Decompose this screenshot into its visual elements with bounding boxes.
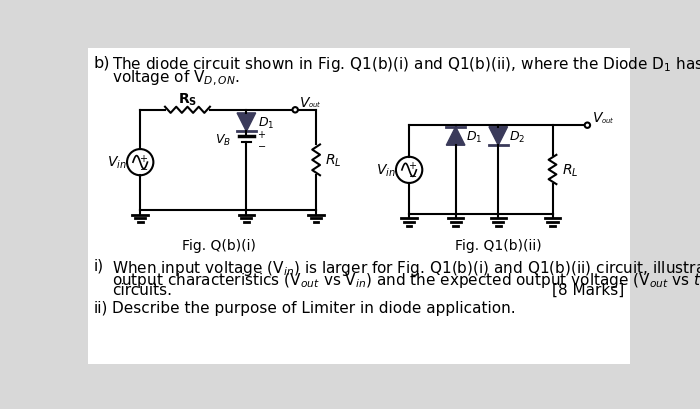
Text: $D_1$: $D_1$ xyxy=(258,115,274,130)
Text: $R_L$: $R_L$ xyxy=(326,152,342,169)
Circle shape xyxy=(293,108,298,113)
Text: The diode circuit shown in Fig. Q1(b)(i) and Q1(b)(ii), where the Diode D$_1$ ha: The diode circuit shown in Fig. Q1(b)(i)… xyxy=(112,55,700,74)
Text: voltage of V$_{D,ON}$.: voltage of V$_{D,ON}$. xyxy=(112,68,240,88)
Text: $_{out}$: $_{out}$ xyxy=(309,100,322,110)
Text: +: + xyxy=(139,153,147,163)
Text: $D_1$: $D_1$ xyxy=(466,129,483,144)
Text: $V_{in}$: $V_{in}$ xyxy=(376,162,396,179)
Text: $V_B$: $V_B$ xyxy=(215,132,231,147)
Polygon shape xyxy=(489,128,508,146)
Text: $\mathbf{R_S}$: $\mathbf{R_S}$ xyxy=(178,92,197,108)
Text: +: + xyxy=(257,130,265,140)
Text: $-$: $-$ xyxy=(139,162,148,172)
Text: $V_{in}$: $V_{in}$ xyxy=(107,155,127,171)
Text: circuits.: circuits. xyxy=(112,283,172,298)
Text: $V$: $V$ xyxy=(592,111,604,125)
Text: $_{out}$: $_{out}$ xyxy=(601,115,615,126)
Text: $-$: $-$ xyxy=(257,139,266,149)
Text: When input voltage (V$_{in}$) is larger for Fig. Q1(b)(i) and Q1(b)(ii) circuit,: When input voltage (V$_{in}$) is larger … xyxy=(112,258,700,277)
Text: $-$: $-$ xyxy=(407,170,416,180)
Text: output characteristics (V$_{out}$ vs V$_{in}$) and the expected output voltage (: output characteristics (V$_{out}$ vs V$_… xyxy=(112,270,700,289)
Text: Fig. Q(b)(i): Fig. Q(b)(i) xyxy=(182,238,256,252)
Text: Describe the purpose of Limiter in diode application.: Describe the purpose of Limiter in diode… xyxy=(112,300,516,315)
Text: b): b) xyxy=(94,55,110,70)
Circle shape xyxy=(584,123,590,128)
Text: $R_L$: $R_L$ xyxy=(562,162,578,178)
Text: [8 Marks]: [8 Marks] xyxy=(552,283,624,298)
Text: +: + xyxy=(408,161,416,171)
FancyBboxPatch shape xyxy=(88,49,630,364)
Text: $D_2$: $D_2$ xyxy=(509,129,525,144)
Text: ii): ii) xyxy=(94,300,108,315)
Polygon shape xyxy=(447,128,465,146)
Text: $V$: $V$ xyxy=(299,96,312,110)
Polygon shape xyxy=(237,114,256,132)
Text: i): i) xyxy=(94,258,104,273)
Text: Fig. Q1(b)(ii): Fig. Q1(b)(ii) xyxy=(455,238,542,252)
